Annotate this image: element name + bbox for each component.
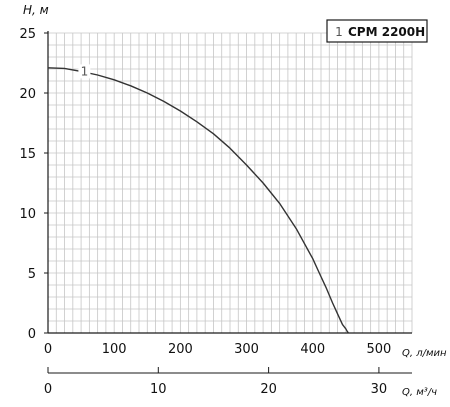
x-tick-label: 0 [44,342,52,357]
x-tick-label: 300 [234,342,259,357]
legend-number: 1 [335,25,343,39]
x-tick-label: 400 [300,342,325,357]
legend-box [326,19,428,43]
series-label-bg [78,64,91,79]
series-layer: 1 [47,64,350,334]
x-tick-label: 200 [168,342,193,357]
x2-tick-label: 30 [371,382,388,397]
y-tick-label: 15 [19,147,36,162]
y-tick-label: 10 [19,207,36,222]
x2-axis-title: Q, м³/ч [402,387,437,398]
y-tick-label: 25 [19,27,36,42]
x-tick-label: 500 [366,342,391,357]
x-tick-label: 100 [102,342,127,357]
y-tick-label: 20 [19,87,36,102]
x2-tick-label: 10 [150,382,167,397]
y-axis-title: H, м [23,3,49,17]
x-axis-title: Q, л/мин [402,348,447,359]
x2-tick-label: 0 [44,382,52,397]
y-tick-label: 0 [28,327,36,342]
y-tick-label: 5 [28,267,36,282]
x2-tick-label: 20 [260,382,277,397]
legend-series-name: CPM 2200H [348,25,425,39]
axis-layer [44,31,412,374]
legend: 1 CPM 2200H [326,19,428,43]
series-line-cpm-2200h [47,67,350,334]
grid-layer [48,32,413,333]
label-layer: 0 5 10 15 20 25 0 100 200 300 400 500 0 10 20 30 [19,27,391,397]
series-label-number: 1 [81,64,89,78]
